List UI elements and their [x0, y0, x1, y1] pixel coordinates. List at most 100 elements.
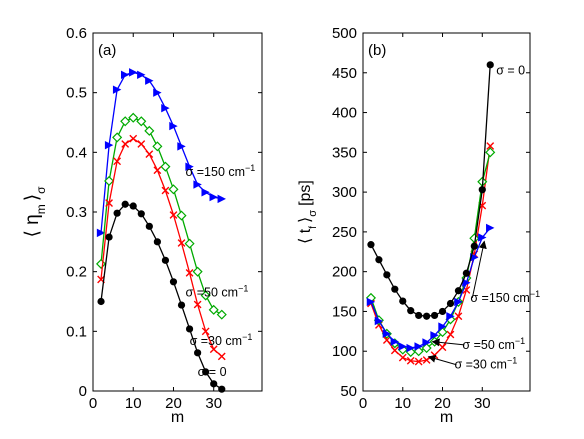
data-point-a-0 [129, 68, 138, 77]
data-point-a-2 [177, 239, 186, 247]
y-tick-label: 0.3 [66, 204, 87, 221]
y-tick-label: 0.5 [66, 85, 87, 102]
data-point-a-3 [129, 202, 137, 210]
panel-b-ticks: 0 10 20 30 50 100 150 200 250 300 350 400 450 500 [332, 25, 530, 412]
data-point-a-3 [137, 210, 145, 218]
data-point-a-0 [193, 180, 202, 189]
data-point-b-1 [437, 327, 448, 338]
data-point-a-3 [153, 238, 161, 246]
data-point-b-3 [454, 287, 463, 295]
data-point-b-2 [366, 297, 376, 307]
y-tick-label: 150 [332, 303, 357, 320]
data-point-a-0 [153, 88, 162, 97]
annotation-b-0: σ = 0 [496, 63, 525, 77]
x-tick-label: 10 [394, 395, 411, 412]
data-point-a-1 [208, 304, 219, 315]
x-tick-label: 20 [434, 395, 451, 412]
data-point-a-1 [176, 210, 187, 221]
data-point-a-1 [192, 266, 203, 277]
data-point-a-1 [104, 175, 115, 187]
data-point-b-1 [485, 147, 496, 158]
data-point-b-0 [414, 357, 423, 366]
data-point-b-1 [421, 342, 432, 354]
x-tick-label: 0 [89, 395, 97, 412]
data-point-a-3 [113, 209, 121, 217]
data-point-a-2 [193, 300, 202, 309]
data-point-b-2 [462, 278, 471, 288]
data-point-a-1 [216, 309, 227, 320]
data-point-b-3 [375, 256, 383, 264]
data-point-b-3 [430, 311, 439, 320]
data-point-a-0 [120, 70, 130, 79]
data-point-a-0 [161, 103, 170, 113]
data-point-b-3 [423, 312, 431, 320]
data-point-b-0 [390, 346, 399, 355]
y-tick-label: 500 [332, 25, 357, 42]
data-point-a-3 [218, 385, 226, 393]
data-point-a-0 [112, 85, 122, 94]
data-point-a-1 [136, 116, 147, 127]
data-point-b-0 [438, 343, 447, 352]
data-point-a-0 [145, 76, 154, 85]
annotation-a-30: σ =30 cm−1 [190, 332, 253, 348]
panel-a-ylabel: ⟨ ηm⟩σ [22, 186, 48, 238]
data-point-a-1 [160, 161, 171, 172]
y-tick-label: 50 [340, 383, 357, 400]
data-point-b-2 [486, 223, 495, 233]
panel-b-ylabel: ⟨ tf⟩σ[ps] [297, 180, 319, 244]
data-point-a-3 [194, 349, 202, 357]
series-line-a-1 [100, 116, 223, 316]
y-tick-label: 0.2 [66, 264, 87, 281]
panel-b-annotations: σ = 0 σ =150 cm−1 σ =50 cm−1 σ =30 cm−1 [454, 63, 540, 371]
annotation-a-50: σ =50 cm−1 [186, 284, 249, 300]
data-point-a-2 [153, 166, 162, 175]
y-tick-label: 100 [332, 343, 357, 360]
data-point-a-2 [161, 186, 170, 195]
data-point-b-2 [374, 316, 384, 326]
annotation-a-150: σ =150 cm−1 [186, 163, 256, 179]
panel-a-ticks: 0 10 20 30 0 0.1 0.2 0.3 0.4 0.5 0.6 [66, 25, 262, 412]
data-point-a-2 [129, 134, 138, 143]
data-point-a-1 [200, 290, 211, 301]
data-point-b-3 [367, 241, 375, 249]
y-tick-label: 0 [79, 383, 87, 400]
annotation-a-0: σ = 0 [198, 365, 227, 379]
data-point-b-2 [430, 331, 439, 340]
data-point-a-0 [169, 121, 178, 131]
annotation-arrow [431, 338, 465, 347]
data-point-a-3 [202, 368, 210, 376]
panel-b-label: (b) [368, 42, 386, 59]
data-point-a-1 [120, 116, 131, 127]
data-point-a-2 [105, 199, 113, 207]
data-point-a-3 [121, 200, 129, 208]
panel-a-label: (a) [98, 42, 116, 59]
data-point-a-3 [145, 222, 153, 230]
y-tick-label: 0.4 [66, 144, 87, 161]
data-point-b-3 [470, 242, 478, 250]
data-point-b-3 [383, 271, 391, 279]
series-line-b-3 [370, 64, 491, 317]
data-point-a-0 [104, 140, 114, 150]
data-point-a-1 [144, 125, 155, 136]
data-point-a-2 [137, 140, 146, 148]
data-point-b-2 [406, 343, 415, 353]
x-tick-label: 20 [165, 395, 182, 412]
data-point-a-0 [177, 142, 186, 151]
data-point-a-3 [169, 278, 178, 286]
annotation-arrow [471, 240, 487, 299]
data-point-a-3 [177, 301, 186, 309]
panel-a-xlabel: m [171, 409, 184, 426]
panel-b-series [365, 61, 496, 366]
data-point-b-2 [422, 338, 431, 347]
data-point-a-1 [112, 132, 123, 143]
data-point-b-3 [415, 311, 423, 320]
data-point-b-0 [486, 142, 495, 150]
data-point-b-2 [446, 312, 455, 321]
data-point-a-2 [201, 327, 210, 336]
data-point-b-2 [454, 297, 463, 307]
data-point-b-2 [438, 322, 447, 331]
data-point-a-3 [161, 256, 170, 264]
data-point-a-0 [217, 194, 226, 204]
